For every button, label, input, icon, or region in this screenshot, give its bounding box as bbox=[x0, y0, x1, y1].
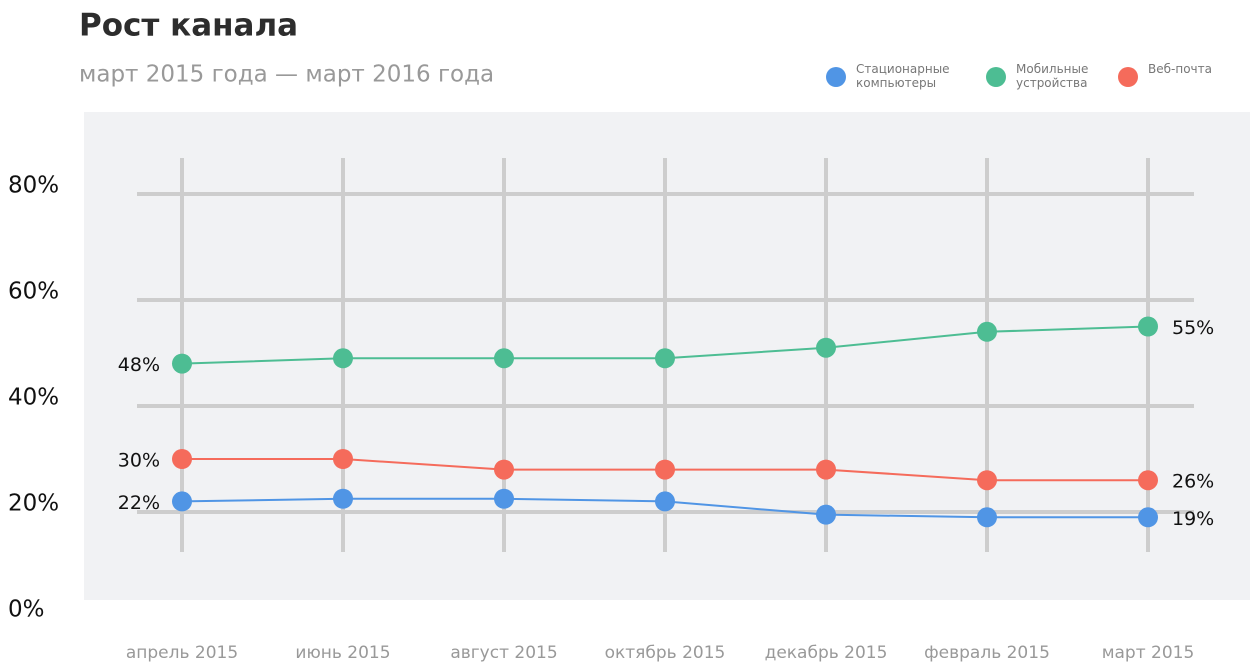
data-point bbox=[333, 348, 353, 369]
legend-swatch bbox=[986, 67, 1006, 87]
data-label: 30% bbox=[118, 450, 160, 472]
x-tick-label: декабрь 2015 bbox=[765, 643, 888, 663]
y-tick-label: 80% bbox=[8, 173, 59, 199]
data-label: 26% bbox=[1172, 471, 1214, 493]
data-point bbox=[977, 321, 997, 342]
data-label: 19% bbox=[1172, 508, 1214, 530]
data-point bbox=[655, 459, 675, 480]
legend-swatch bbox=[1118, 67, 1138, 87]
data-label: 55% bbox=[1172, 317, 1214, 339]
data-point bbox=[1138, 470, 1158, 491]
data-point bbox=[816, 459, 836, 480]
data-point bbox=[333, 449, 353, 469]
data-point bbox=[494, 488, 514, 509]
data-point bbox=[172, 449, 192, 469]
data-point bbox=[494, 459, 514, 480]
data-point bbox=[655, 491, 675, 512]
data-label: 22% bbox=[118, 492, 160, 514]
y-tick-label: 60% bbox=[8, 279, 59, 305]
y-tick-label: 0% bbox=[8, 597, 45, 623]
data-point bbox=[977, 470, 997, 491]
chart-title: Рост канала bbox=[79, 8, 298, 44]
legend-label: Мобильные устройства bbox=[1016, 62, 1089, 90]
y-tick-label: 20% bbox=[8, 491, 59, 517]
data-point bbox=[1138, 316, 1158, 337]
x-tick-label: февраль 2015 bbox=[924, 643, 1050, 663]
chart-subtitle: март 2015 года — март 2016 года bbox=[79, 62, 494, 88]
x-tick-label: август 2015 bbox=[450, 643, 557, 663]
legend-swatch bbox=[826, 67, 846, 87]
x-tick-label: июнь 2015 bbox=[295, 643, 390, 663]
legend-label: Веб-почта bbox=[1148, 62, 1212, 76]
data-point bbox=[172, 353, 192, 374]
data-point bbox=[816, 337, 836, 358]
x-tick-label: апрель 2015 bbox=[126, 643, 238, 663]
data-point bbox=[977, 507, 997, 528]
legend-item: Веб-почта bbox=[1118, 62, 1243, 87]
legend-item: Стационарные компьютеры bbox=[826, 62, 951, 90]
data-point bbox=[1138, 507, 1158, 528]
data-point bbox=[655, 348, 675, 369]
data-label: 48% bbox=[118, 354, 160, 376]
x-tick-label: март 2015 bbox=[1102, 643, 1195, 663]
y-tick-label: 40% bbox=[8, 385, 59, 411]
legend-item: Мобильные устройства bbox=[986, 62, 1111, 90]
data-point bbox=[333, 488, 353, 509]
data-point bbox=[494, 348, 514, 369]
x-tick-label: октябрь 2015 bbox=[605, 643, 726, 663]
data-point bbox=[816, 504, 836, 525]
legend-label: Стационарные компьютеры bbox=[856, 62, 950, 90]
data-point bbox=[172, 491, 192, 512]
